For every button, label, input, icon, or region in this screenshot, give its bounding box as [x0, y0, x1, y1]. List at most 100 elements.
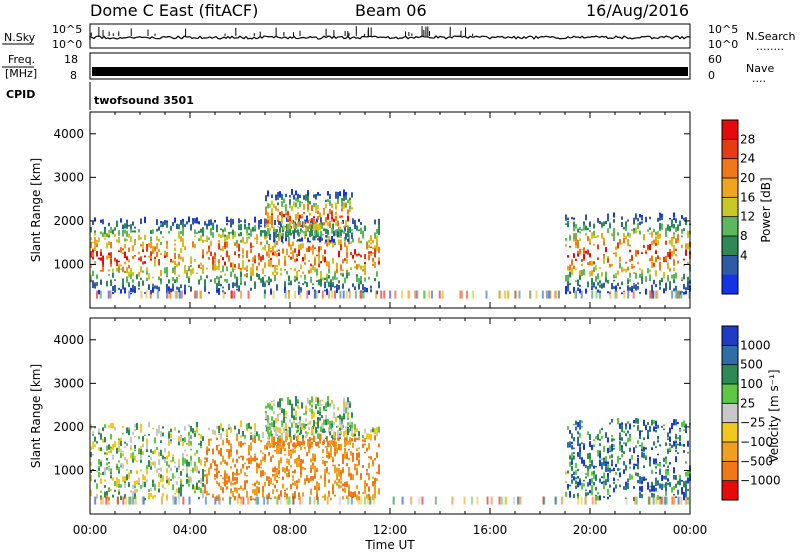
echo-cell [569, 430, 571, 434]
colorbar-tick-label: 1000 [740, 338, 771, 352]
echo-cell [575, 420, 577, 425]
echo-cell [311, 217, 313, 221]
echo-cell [130, 453, 132, 459]
echo-cell [669, 286, 671, 290]
echo-cell [214, 252, 216, 256]
echo-cell [178, 436, 180, 442]
echo-cell [271, 219, 273, 225]
echo-cell [120, 268, 122, 270]
echo-cell [319, 434, 321, 441]
echo-cell [166, 220, 168, 224]
echo-cell [271, 444, 273, 448]
echo-cell [280, 272, 282, 276]
echo-cell [180, 480, 182, 486]
echo-cell [577, 252, 579, 257]
echo-cell [190, 441, 192, 446]
echo-cell [351, 229, 353, 231]
echo-cell [120, 452, 122, 459]
echo-cell [623, 470, 625, 474]
echo-cell [252, 459, 254, 462]
echo-cell [92, 252, 94, 258]
echo-cell [607, 437, 609, 443]
echo-cell [118, 467, 120, 471]
echo-cell [289, 205, 291, 209]
echo-cell [575, 470, 577, 475]
echo-cell [567, 442, 569, 448]
echo-cell [188, 216, 190, 223]
echo-cell [192, 241, 194, 248]
echo-cell [354, 424, 356, 430]
echo-cell [569, 484, 571, 487]
echo-cell [611, 263, 613, 267]
echo-cell [106, 452, 108, 456]
echo-cell [152, 461, 154, 464]
echo-cell [362, 268, 364, 271]
echo-cell [358, 431, 360, 437]
freq-units: [MHz] [5, 67, 37, 80]
echo-cell [268, 253, 270, 258]
echo-cell [603, 239, 605, 246]
freq-tick-bottom-right: 0 [708, 69, 715, 82]
echo-cell [126, 468, 128, 472]
echo-cell [370, 428, 372, 432]
echo-cell [347, 440, 349, 445]
echo-cell [623, 461, 625, 466]
echo-cell [264, 481, 266, 487]
echo-cell [120, 289, 122, 294]
echo-cell [164, 448, 166, 453]
beam-title: Beam 06 [355, 1, 427, 20]
echo-cell [327, 401, 329, 407]
echo-cell [289, 398, 291, 402]
echo-cell [362, 465, 364, 468]
scatter-cell [383, 290, 386, 299]
echo-cell [303, 413, 305, 416]
echo-cell [362, 235, 364, 239]
echo-cell [146, 479, 148, 483]
echo-cell [94, 444, 96, 447]
echo-cell [631, 288, 633, 293]
scatter-cell [257, 496, 260, 505]
echo-cell [218, 263, 220, 268]
echo-cell [158, 238, 160, 242]
echo-cell [90, 230, 92, 233]
echo-cell [338, 239, 340, 246]
echo-cell [162, 236, 164, 239]
echo-cell [685, 290, 687, 295]
echo-cell [262, 470, 264, 474]
echo-cell [349, 200, 351, 207]
echo-cell [681, 229, 683, 234]
echo-cell [649, 488, 651, 493]
echo-cell [252, 226, 254, 232]
echo-cell [124, 482, 126, 488]
echo-cell [663, 484, 665, 488]
echo-cell [136, 274, 138, 280]
echo-cell [302, 243, 304, 249]
echo-cell [168, 479, 170, 486]
echo-cell [342, 273, 344, 277]
echo-cell [332, 242, 334, 248]
echo-cell [265, 195, 267, 198]
echo-cell [581, 442, 583, 445]
echo-cell [224, 484, 226, 487]
scatter-cell [500, 496, 503, 505]
echo-cell [124, 446, 126, 448]
echo-cell [130, 236, 132, 242]
echo-cell [352, 254, 354, 259]
echo-cell [196, 428, 198, 433]
scatter-cell [287, 496, 290, 505]
scatter-cell [309, 496, 312, 505]
echo-cell [627, 430, 629, 434]
echo-cell [334, 437, 336, 441]
echo-cell [366, 469, 368, 472]
echo-cell [310, 465, 312, 469]
echo-cell [685, 491, 687, 498]
echo-cell [150, 450, 152, 453]
echo-cell [200, 446, 202, 449]
echo-cell [327, 229, 329, 235]
echo-cell [168, 450, 170, 457]
echo-cell [208, 493, 210, 495]
echo-cell [328, 490, 330, 495]
echo-cell [166, 479, 168, 484]
scatter-cell [350, 496, 353, 505]
echo-cell [617, 458, 619, 464]
